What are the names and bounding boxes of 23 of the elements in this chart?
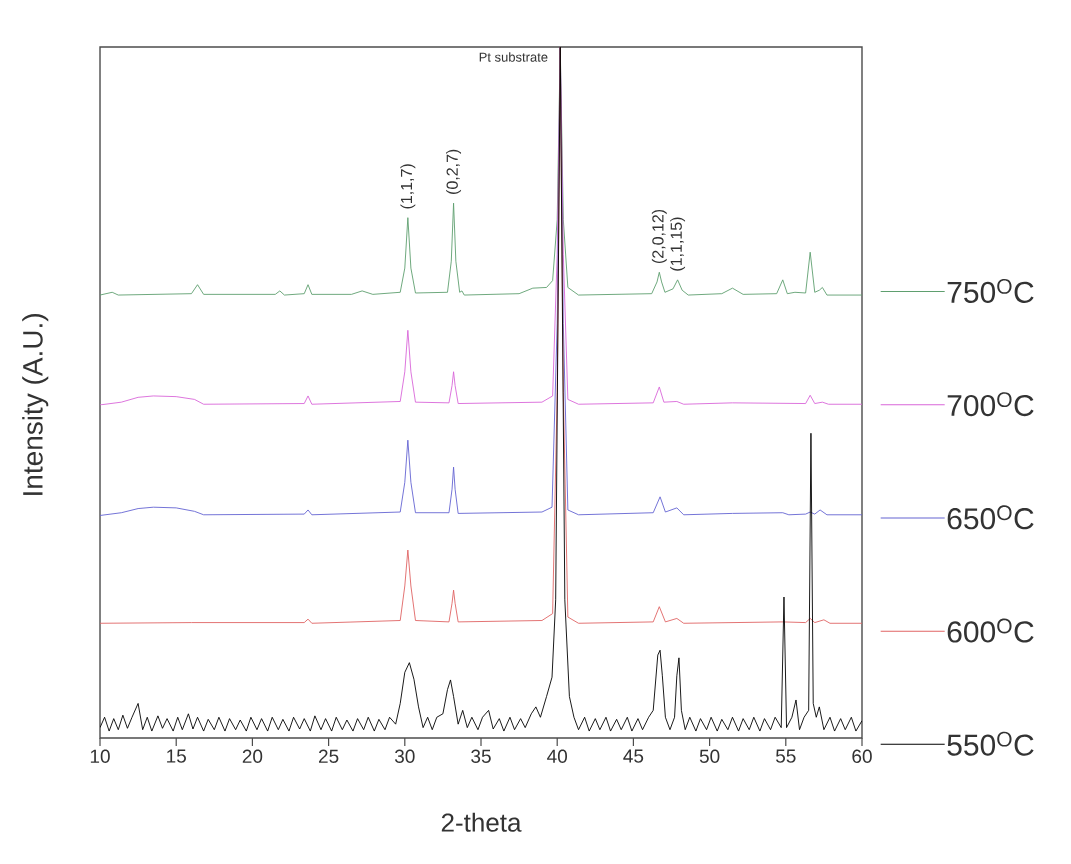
legend-label: 650$^{O}$C [947, 505, 1034, 530]
x-tick-label: 50 [699, 749, 720, 763]
x-tick-label: 15 [167, 749, 186, 763]
annotation: (1,1,7) [400, 164, 416, 209]
x-tick-label: 45 [623, 749, 644, 763]
x-tick-label: 35 [471, 749, 491, 763]
legend-label: 700$^{O}$C [947, 392, 1034, 417]
annotation: (1,1,15) [670, 217, 686, 271]
legend-label: 550$^{O}$C [947, 731, 1034, 756]
y-axis-title: Intensity (A.U.) [22, 314, 49, 495]
legend-label: 750$^{O}$C [947, 278, 1034, 303]
x-tick-label: 20 [242, 749, 263, 763]
annotation: (2,0,12) [651, 209, 667, 264]
x-tick-label: 25 [318, 749, 339, 763]
x-tick-label: 10 [90, 749, 110, 763]
legend-label: 600$^{O}$C [947, 618, 1034, 643]
annotation: (0,2,7) [446, 149, 462, 194]
annotation: Pt substrate [479, 52, 548, 62]
x-tick-label: 40 [547, 749, 568, 763]
x-tick-label: 30 [394, 749, 415, 763]
x-tick-label: 60 [852, 749, 872, 763]
x-tick-label: 55 [775, 749, 796, 763]
x-axis-title: 2-theta [441, 812, 522, 832]
